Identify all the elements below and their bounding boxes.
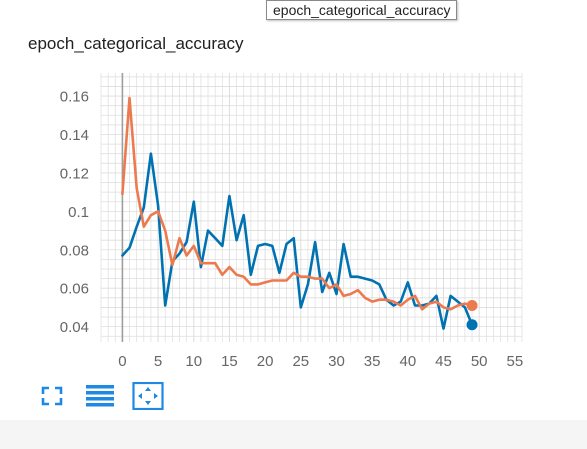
menu-lines-icon (86, 385, 114, 407)
fit-domain-icon (132, 382, 164, 410)
series-line-1 (121, 152, 474, 330)
x-tick-labels: 0 5 10 15 20 25 30 35 40 45 50 55 (118, 353, 523, 370)
x-tick-label: 55 (507, 353, 524, 370)
toggle-log-scale-button[interactable] (84, 382, 114, 410)
y-tick-label: 0.06 (60, 281, 89, 298)
card-footer-band (0, 420, 587, 449)
x-tick-label: 25 (292, 353, 309, 370)
x-tick-label: 10 (185, 353, 202, 370)
fullscreen-button[interactable] (37, 382, 67, 410)
x-tick-label: 0 (118, 353, 126, 370)
y-tick-label: 0.16 (60, 89, 89, 106)
y-tick-label: 0.1 (68, 204, 89, 221)
fit-domain-button[interactable] (132, 382, 164, 410)
x-tick-label: 45 (435, 353, 452, 370)
x-tick-label: 30 (328, 353, 345, 370)
fullscreen-icon (41, 386, 63, 406)
tooltip-text: epoch_categorical_accuracy (273, 2, 451, 18)
chart-title: epoch_categorical_accuracy (28, 34, 244, 53)
x-tick-label: 20 (257, 353, 274, 370)
y-tick-label: 0.12 (60, 165, 89, 182)
series-line-2 (121, 96, 474, 311)
series-end-marker-2 (466, 299, 478, 311)
series-lines (121, 96, 478, 331)
y-tick-labels: 0.04 0.06 0.08 0.1 0.12 0.14 0.16 (60, 89, 89, 337)
line-chart[interactable]: 0.04 0.06 0.08 0.1 0.12 0.14 0.16 0 5 10 15 20 25 30… (0, 0, 587, 380)
title-tooltip: epoch_categorical_accuracy (266, 0, 458, 20)
x-tick-label: 35 (364, 353, 381, 370)
x-tick-label: 50 (471, 353, 488, 370)
y-tick-label: 0.04 (60, 319, 89, 336)
series-end-marker-1 (466, 319, 478, 331)
x-tick-label: 40 (399, 353, 416, 370)
y-tick-label: 0.08 (60, 242, 89, 259)
x-tick-label: 15 (221, 353, 238, 370)
y-tick-label: 0.14 (60, 127, 89, 144)
x-tick-label: 5 (154, 353, 162, 370)
